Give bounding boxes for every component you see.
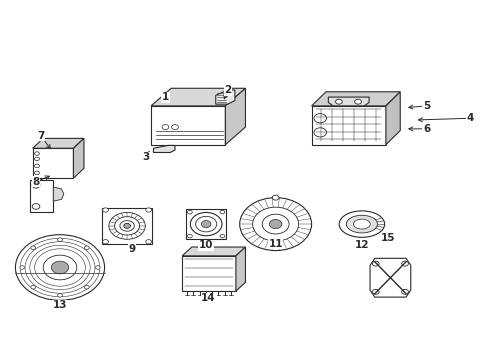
Circle shape: [354, 99, 361, 104]
Circle shape: [120, 221, 134, 231]
Polygon shape: [73, 138, 84, 178]
Circle shape: [102, 208, 108, 212]
Circle shape: [262, 214, 288, 234]
Circle shape: [220, 234, 224, 238]
Polygon shape: [182, 247, 245, 256]
Polygon shape: [151, 106, 225, 145]
Polygon shape: [53, 187, 64, 201]
Polygon shape: [30, 180, 53, 212]
Polygon shape: [215, 90, 234, 104]
Circle shape: [109, 212, 145, 239]
Circle shape: [401, 289, 407, 294]
Text: 1: 1: [162, 92, 169, 102]
Circle shape: [195, 216, 216, 232]
Circle shape: [269, 220, 281, 229]
Circle shape: [187, 210, 192, 214]
Circle shape: [145, 208, 151, 212]
Circle shape: [114, 217, 139, 235]
Text: 15: 15: [380, 233, 395, 243]
Polygon shape: [225, 88, 245, 145]
Polygon shape: [311, 106, 385, 145]
Polygon shape: [185, 209, 226, 239]
Circle shape: [313, 128, 326, 137]
Circle shape: [372, 261, 378, 266]
Text: 3: 3: [142, 152, 150, 162]
Ellipse shape: [353, 219, 369, 229]
Text: 6: 6: [422, 124, 429, 134]
Polygon shape: [182, 256, 235, 291]
Text: 5: 5: [422, 101, 429, 111]
Polygon shape: [153, 145, 175, 153]
Polygon shape: [369, 258, 410, 297]
Text: 2: 2: [224, 85, 231, 95]
Circle shape: [95, 266, 100, 269]
Text: 10: 10: [199, 240, 213, 250]
Text: 8: 8: [32, 177, 40, 187]
Circle shape: [252, 207, 298, 241]
Circle shape: [401, 261, 407, 266]
Text: 13: 13: [53, 300, 67, 310]
Circle shape: [20, 266, 24, 269]
Circle shape: [313, 114, 326, 123]
Circle shape: [35, 164, 40, 168]
Circle shape: [31, 246, 36, 249]
Text: 11: 11: [268, 239, 283, 248]
Circle shape: [32, 183, 40, 188]
Circle shape: [220, 210, 224, 214]
Text: 9: 9: [128, 244, 135, 254]
Circle shape: [335, 99, 342, 104]
Circle shape: [372, 289, 378, 294]
Circle shape: [102, 240, 108, 244]
Circle shape: [58, 294, 62, 297]
Polygon shape: [33, 138, 84, 148]
Polygon shape: [33, 148, 73, 178]
Circle shape: [51, 261, 68, 274]
Polygon shape: [102, 207, 152, 244]
Text: 4: 4: [465, 113, 472, 123]
Polygon shape: [311, 92, 399, 106]
Circle shape: [239, 198, 311, 251]
Text: 14: 14: [201, 293, 215, 303]
Text: 7: 7: [37, 131, 44, 141]
Circle shape: [190, 212, 222, 236]
Circle shape: [84, 246, 89, 249]
Circle shape: [123, 224, 130, 228]
Circle shape: [58, 238, 62, 242]
Circle shape: [35, 152, 40, 155]
Circle shape: [16, 235, 104, 300]
Circle shape: [272, 195, 279, 200]
Circle shape: [31, 285, 36, 289]
Circle shape: [187, 234, 192, 238]
Polygon shape: [328, 97, 368, 106]
Circle shape: [84, 285, 89, 289]
Circle shape: [35, 157, 40, 161]
Ellipse shape: [339, 211, 384, 237]
Ellipse shape: [346, 215, 377, 233]
Circle shape: [43, 255, 77, 280]
Text: 12: 12: [354, 240, 368, 250]
Circle shape: [201, 221, 210, 228]
Polygon shape: [151, 88, 245, 106]
Circle shape: [32, 204, 40, 209]
Circle shape: [35, 171, 40, 175]
Polygon shape: [235, 247, 245, 291]
Polygon shape: [385, 92, 399, 145]
Circle shape: [145, 240, 151, 244]
